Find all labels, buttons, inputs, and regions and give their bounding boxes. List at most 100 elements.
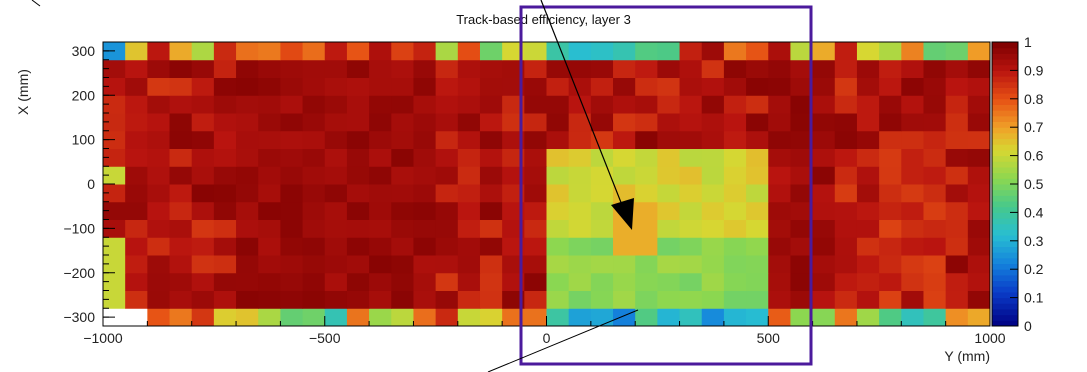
heatmap-cell [635,201,658,220]
heatmap-cell [479,166,503,185]
heatmap-cell [502,308,525,327]
heatmap-cell [169,308,193,327]
heatmap-cell [923,290,947,309]
colorbar-tick-label: 0.2 [1024,261,1044,277]
heatmap-cell [812,77,836,96]
heatmap-cell [524,201,547,220]
colorbar-segment [992,189,1018,196]
heatmap-cell [125,272,148,291]
heatmap-cell [324,290,348,309]
heatmap-cell [568,201,592,220]
heatmap-cell [169,148,193,167]
colorbar-segment [992,291,1018,299]
heatmap-cell [834,184,858,203]
heatmap-cell [679,148,703,167]
heatmap-cell [945,308,969,327]
heatmap-cell [524,59,547,78]
heatmap-cell [635,255,658,274]
heatmap-cell [258,184,281,203]
colorbar-segment [992,314,1018,321]
colorbar-segment [992,235,1018,242]
heatmap-cell [746,113,769,132]
heatmap-cell [546,184,570,203]
heatmap-cell [812,184,836,203]
heatmap-cell [546,77,570,96]
heatmap-cell [258,237,281,256]
heatmap-cell [147,130,171,149]
heatmap-cell [834,219,858,238]
heatmap-cell [568,95,592,114]
heatmap-cell [280,219,304,238]
heatmap-cell [457,148,481,167]
heatmap-cell [391,166,414,185]
colorbar-segment [992,206,1018,213]
heatmap-cell [746,148,769,167]
heatmap-cell [768,290,791,309]
heatmap-cell [679,255,703,274]
heatmap-cell [790,184,814,203]
heatmap-cell [479,59,503,78]
heatmap-cell [967,148,991,167]
heatmap-cell [413,184,437,203]
heatmap-cell [657,272,681,291]
heatmap-cell [613,130,636,149]
heatmap-cell [213,59,237,78]
heatmap-cell [768,184,791,203]
heatmap-cell [324,77,348,96]
heatmap-cell [258,77,281,96]
heatmap-cell [590,184,614,203]
heatmap-cell [945,290,969,309]
heatmap-cell [967,219,991,238]
heatmap-cell [856,272,880,291]
heatmap-cell [213,166,237,185]
heatmap-cell [635,130,658,149]
heatmap-cell [147,237,171,256]
heatmap-cell [258,59,281,78]
heatmap-cell [945,184,969,203]
colorbar-segment [992,70,1018,77]
heatmap-cell [413,237,437,256]
heatmap-cell [435,59,459,78]
heatmap-cell [213,184,237,203]
heatmap-cell [191,290,215,309]
heatmap-cell [923,184,947,203]
heatmap-cell [701,95,725,114]
heatmap-cell [812,237,836,256]
heatmap-cell [369,95,392,114]
heatmap-cell [191,237,215,256]
heatmap-cell [457,272,481,291]
heatmap-cell [701,237,725,256]
heatmap-cell [856,290,880,309]
heatmap-cell [590,308,614,327]
heatmap-cell [635,59,658,78]
heatmap-cell [901,308,924,327]
heatmap-cell [191,166,215,185]
heatmap-cell [568,255,592,274]
heatmap-cell [590,59,614,78]
heatmap-cell [213,42,237,61]
heatmap-cell [502,255,525,274]
heatmap-cell [546,272,570,291]
heatmap-cell [590,219,614,238]
heatmap-cell [701,308,725,327]
heatmap-cell [657,77,681,96]
heatmap-cell [590,201,614,220]
heatmap-cell [169,184,193,203]
heatmap-cell [435,113,459,132]
heatmap-cell [125,166,148,185]
heatmap-cell [856,219,880,238]
heatmap-cell [568,184,592,203]
heatmap-cell [679,219,703,238]
heatmap-cell [391,219,414,238]
heatmap-cell [657,308,681,327]
heatmap-cell [435,290,459,309]
heatmap-cell [346,77,370,96]
colorbar-segment [992,184,1018,191]
heatmap-cell [236,130,259,149]
heatmap-cell [524,130,547,149]
heatmap-cell [213,130,237,149]
heatmap-cell [413,77,437,96]
heatmap-cell [391,255,414,274]
heatmap-cell [679,95,703,114]
heatmap-cell [590,148,614,167]
